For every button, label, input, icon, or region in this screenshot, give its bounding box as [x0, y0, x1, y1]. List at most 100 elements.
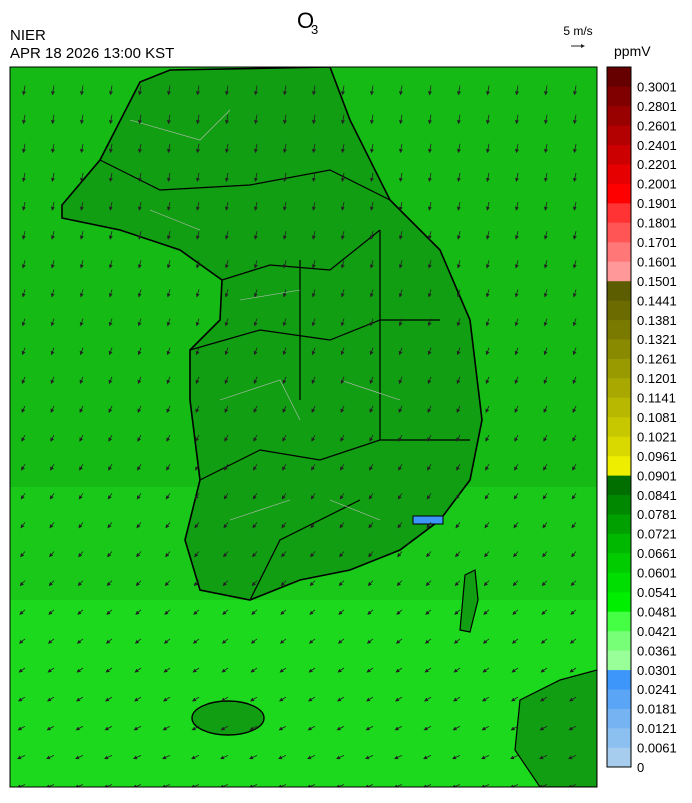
- wind-vector: [339, 522, 345, 529]
- colorbar-cell: [607, 280, 631, 301]
- colorbar-cell: [607, 397, 631, 418]
- colorbar-cell: [607, 514, 631, 534]
- wind-vector: [369, 318, 374, 327]
- wind-vector: [253, 347, 258, 356]
- wind-vector: [108, 347, 113, 356]
- wind-vector: [224, 376, 229, 385]
- wind-vector: [485, 289, 490, 298]
- agency: NIER: [10, 27, 46, 44]
- wind-vector: [369, 463, 374, 471]
- wind-vector: [137, 376, 142, 385]
- wind-vector: [282, 318, 287, 327]
- wind-vector: [573, 143, 577, 154]
- wind-vector: [47, 696, 55, 702]
- wind-vector: [50, 405, 55, 413]
- wind-vector: [453, 696, 461, 702]
- wind-vector: [544, 143, 548, 154]
- wind-vector: [108, 318, 113, 327]
- wind-vector: [79, 434, 84, 442]
- wind-vector: [340, 260, 345, 269]
- wind-vector: [77, 609, 84, 615]
- colorbar-cell: [607, 67, 631, 87]
- wind-vector: [427, 463, 432, 471]
- wind-vector: [224, 260, 229, 269]
- wind-vector: [398, 231, 403, 240]
- wind-vector: [571, 522, 577, 529]
- wind-vector: [485, 260, 490, 269]
- wind-vector: [107, 493, 113, 500]
- colorbar-label: 0.0121: [637, 721, 677, 736]
- wind-vector: [514, 172, 519, 183]
- wind-vector: [483, 609, 490, 615]
- wind-vector: [485, 231, 490, 240]
- wind-vector: [514, 463, 519, 471]
- wind-vector: [485, 347, 490, 356]
- wind-vector: [369, 260, 374, 269]
- wind-vector: [428, 85, 432, 96]
- wind-vector: [369, 231, 374, 240]
- timestamp: APR 18 2026 13:00 KST: [10, 45, 174, 62]
- colorbar-label: 0.0601: [637, 566, 677, 581]
- wind-vector: [21, 172, 26, 183]
- wind-vector: [341, 85, 345, 96]
- wind-vector: [572, 172, 577, 183]
- wind-vector: [21, 260, 26, 269]
- wind-vector: [456, 260, 461, 269]
- wind-vector: [367, 580, 374, 587]
- wind-vector: [253, 463, 258, 471]
- wind-vector: [512, 580, 519, 587]
- wind-vector: [338, 609, 345, 615]
- wind-vector: [195, 405, 200, 413]
- wind-vector: [337, 667, 345, 673]
- wind-vector: [193, 580, 200, 587]
- wind-vector: [221, 696, 229, 702]
- wind-vector: [569, 696, 577, 702]
- wind-vector: [396, 580, 403, 587]
- wind-vector: [219, 784, 229, 787]
- wind-vector: [570, 580, 577, 587]
- wind-vector: [50, 260, 55, 269]
- wind-vector: [135, 609, 142, 615]
- wind-vector: [165, 493, 171, 500]
- wind-vector: [485, 463, 490, 471]
- title: O: [297, 8, 314, 33]
- wind-vector: [252, 551, 258, 558]
- colorbar-cell: [607, 728, 631, 748]
- wind-vector: [76, 638, 84, 644]
- wind-vector: [572, 434, 577, 442]
- wind-vector: [221, 638, 229, 644]
- province-borders: [99, 159, 470, 601]
- wind-vector: [311, 172, 316, 183]
- wind-vector: [398, 434, 403, 442]
- colorbar-cell: [607, 708, 631, 729]
- wind-vector: [370, 114, 374, 125]
- wind-vector: [224, 231, 229, 240]
- wind-vector: [167, 143, 171, 154]
- wind-vector: [282, 376, 287, 385]
- wind-vector: [369, 201, 374, 211]
- wind-vector: [108, 172, 113, 183]
- wind-vector: [572, 405, 577, 413]
- wind-vector: [249, 755, 258, 760]
- wind-vector: [340, 172, 345, 183]
- wind-vector: [195, 231, 200, 240]
- wind-vector: [166, 289, 171, 298]
- wind-vector: [542, 493, 548, 500]
- wind-vector: [166, 201, 171, 211]
- wind-vector: [543, 434, 548, 442]
- wind-vector: [254, 85, 258, 96]
- wind-vector: [225, 143, 229, 154]
- wind-vector: [104, 725, 113, 731]
- wind-vector: [311, 347, 316, 356]
- wind-vector: [482, 696, 490, 702]
- colorbar-label: 0.0181: [637, 702, 677, 717]
- wind-vector: [543, 172, 548, 183]
- wind-vector: [137, 318, 142, 327]
- wind-vector: [253, 434, 258, 442]
- colorbar-label: 0.2801: [637, 99, 677, 114]
- wind-vector: [395, 696, 403, 702]
- wind-vector: [18, 667, 26, 673]
- wind-vector: [282, 463, 287, 471]
- wind-vector: [224, 405, 229, 413]
- wind-vector: [134, 696, 142, 702]
